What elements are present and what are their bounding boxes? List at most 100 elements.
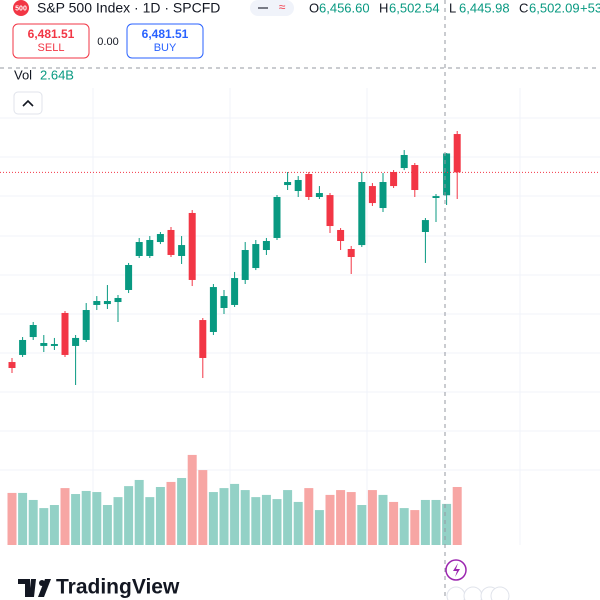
candle-body bbox=[284, 182, 292, 186]
volume-bar bbox=[18, 492, 28, 545]
logo: TradingView bbox=[18, 576, 180, 599]
volume-bar bbox=[198, 470, 208, 545]
volume-bar bbox=[325, 494, 335, 545]
sell-label: SELL bbox=[38, 42, 65, 54]
candle-body bbox=[135, 242, 143, 256]
spread: 0.00 bbox=[97, 36, 118, 48]
volume-bar bbox=[230, 483, 240, 545]
ohlc-key: H bbox=[379, 0, 388, 15]
volume-bar bbox=[219, 488, 229, 545]
candle-body bbox=[241, 250, 249, 280]
candle-body bbox=[379, 182, 387, 209]
candle-body bbox=[347, 249, 355, 257]
candle-body bbox=[114, 297, 122, 303]
volume-bar bbox=[314, 510, 324, 545]
volume-bar bbox=[124, 486, 134, 545]
candle-body bbox=[252, 244, 260, 269]
volume-bar bbox=[102, 505, 112, 545]
price-pane bbox=[0, 131, 600, 386]
volume-bar bbox=[145, 497, 155, 545]
ohlc-value: 6,445.98 bbox=[459, 0, 510, 15]
ohlc-legend: O 6,456.60 H 6,502.54 L 6,445.98 C 6,502.09 +53 bbox=[309, 0, 600, 15]
flag-icon[interactable] bbox=[490, 586, 510, 600]
candle-body bbox=[294, 179, 302, 192]
volume-bar bbox=[113, 497, 123, 545]
volume-bar bbox=[378, 494, 388, 545]
sell-button[interactable] bbox=[12, 23, 90, 59]
sell-price: 6,481.51 bbox=[28, 27, 75, 41]
logo-text: TradingView bbox=[56, 576, 180, 599]
buy-price: 6,481.51 bbox=[142, 27, 189, 41]
logo-mark bbox=[38, 579, 51, 597]
candle-body bbox=[411, 165, 419, 191]
candle-body bbox=[8, 362, 16, 369]
volume-bar bbox=[177, 477, 187, 545]
candle-body bbox=[103, 301, 111, 305]
volume-bar bbox=[81, 490, 91, 545]
volume-bar bbox=[39, 508, 49, 545]
volume-bar bbox=[208, 492, 218, 545]
ohlc-key: C bbox=[519, 0, 528, 15]
ohlc-value: 6,502.09 bbox=[529, 0, 580, 15]
symbol-title[interactable]: S&P 500 Index · 1D · SPCFD bbox=[37, 0, 220, 16]
flag-icon[interactable] bbox=[446, 586, 466, 600]
volume-bar bbox=[304, 488, 314, 545]
candle-body bbox=[199, 320, 207, 358]
candle-body bbox=[61, 312, 69, 355]
volume-bar bbox=[240, 490, 250, 545]
volume-bar bbox=[251, 497, 261, 545]
badge-text: 500 bbox=[15, 5, 27, 12]
volume-pane bbox=[7, 454, 462, 545]
candle-body bbox=[19, 339, 27, 355]
candle-body bbox=[231, 278, 239, 305]
candle-body bbox=[337, 229, 345, 242]
candle-body bbox=[358, 182, 366, 246]
candle-body bbox=[29, 325, 37, 338]
candle-body bbox=[146, 239, 154, 256]
candle-body bbox=[156, 234, 164, 243]
candle-body bbox=[72, 337, 80, 346]
candle-body bbox=[40, 343, 48, 346]
volume-bar bbox=[71, 494, 81, 545]
status-icon: ≈ bbox=[279, 0, 286, 14]
candle-body bbox=[421, 220, 429, 233]
volume-bar bbox=[49, 505, 59, 545]
volume-bar bbox=[272, 499, 282, 545]
volume-bar bbox=[346, 492, 356, 545]
candle-body bbox=[400, 154, 408, 169]
ohlc-value: 6,456.60 bbox=[319, 0, 370, 15]
candle-body bbox=[209, 287, 217, 332]
volume-bar bbox=[399, 508, 409, 545]
vol-value: 2.64B bbox=[40, 67, 74, 82]
volume-bar bbox=[431, 499, 441, 545]
volume-bar bbox=[410, 510, 420, 545]
lightning bbox=[453, 563, 460, 577]
candle-body bbox=[326, 195, 334, 227]
volume-bar bbox=[60, 488, 70, 545]
volume-bar bbox=[261, 494, 271, 545]
symbol-badge[interactable] bbox=[13, 0, 29, 16]
status-pill[interactable] bbox=[250, 0, 294, 16]
chevron-icon bbox=[22, 99, 34, 107]
ohlc-value: 6,502.54 bbox=[389, 0, 440, 15]
ohlc-key: L bbox=[449, 0, 456, 15]
candle-body bbox=[262, 241, 270, 251]
buy-button[interactable] bbox=[126, 23, 204, 59]
flag-icon[interactable] bbox=[463, 586, 483, 600]
collapse-button[interactable] bbox=[13, 91, 43, 115]
candle-body bbox=[82, 310, 90, 340]
volume-bar bbox=[293, 501, 303, 545]
volume-bar bbox=[367, 490, 377, 545]
candle-body bbox=[167, 229, 175, 255]
volume-bar bbox=[283, 490, 293, 545]
ohlc-change: +53 bbox=[580, 0, 600, 15]
volume-bar bbox=[389, 501, 399, 545]
volume-bar bbox=[92, 492, 102, 545]
candle-body bbox=[188, 212, 196, 280]
volume-bar bbox=[7, 492, 17, 545]
candle-body bbox=[125, 264, 133, 290]
volume-bar bbox=[134, 479, 144, 545]
candle-body bbox=[443, 153, 451, 196]
